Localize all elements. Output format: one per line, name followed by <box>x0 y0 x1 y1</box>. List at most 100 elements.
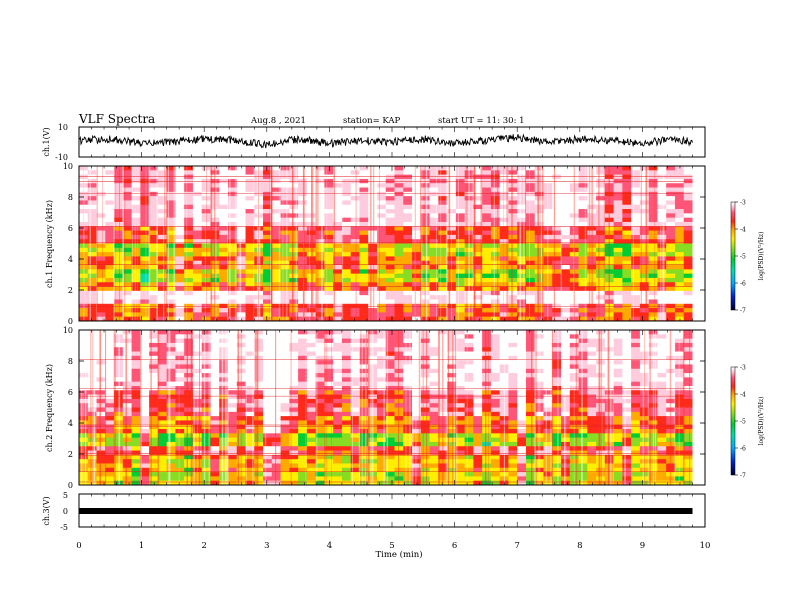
spectrogram-cell <box>403 191 413 197</box>
spectrogram-cell <box>289 277 299 283</box>
spectrogram-cell <box>184 290 194 296</box>
spectrogram-cell <box>587 342 597 348</box>
spectrogram-cell <box>464 299 474 305</box>
spectrogram-cell <box>105 221 115 227</box>
spectrogram-cell <box>192 286 203 292</box>
spectrogram-cell <box>341 381 352 387</box>
spectrogram-cell <box>578 394 588 400</box>
spectrogram-cell <box>149 398 159 404</box>
spectrogram-cell <box>376 368 387 374</box>
spectrogram-cell <box>333 360 343 365</box>
spectrogram-cell <box>508 308 518 313</box>
spectrogram-cell <box>420 196 430 201</box>
spectrogram-cell <box>648 269 658 275</box>
spectrogram-cell <box>394 273 404 279</box>
spectrogram-cell <box>254 213 264 219</box>
spectrogram-cell <box>376 385 387 391</box>
spectrogram-cell <box>464 437 474 443</box>
spectrogram-cell <box>245 330 255 335</box>
spectrogram-cell <box>455 239 466 244</box>
spectrogram-cell <box>122 273 132 279</box>
spectrogram-cell <box>455 355 466 361</box>
spectrogram-cell <box>184 394 194 400</box>
spectrogram-cell <box>87 411 97 417</box>
spectrogram-cell <box>350 424 360 430</box>
spectrogram-cell <box>455 269 466 275</box>
spectrogram-cell <box>587 166 597 171</box>
spectrogram-cell <box>604 299 614 305</box>
spectrogram-cell <box>403 221 413 227</box>
spectrogram-cell <box>368 429 378 434</box>
spectrogram-cell <box>604 373 614 378</box>
spectrogram-streak <box>122 166 124 321</box>
spectrogram-cell <box>236 398 246 404</box>
spectrogram-cell <box>315 200 325 206</box>
spectrogram-cell <box>657 407 667 413</box>
spectrogram-cell <box>315 360 325 365</box>
spectrogram-cell <box>219 338 229 344</box>
spectrogram-cell <box>639 243 650 249</box>
spectrogram-cell <box>131 209 141 214</box>
spectrogram-cell <box>438 437 448 443</box>
spectrogram-cell <box>525 174 536 180</box>
spectrogram-cell <box>131 213 141 219</box>
spectrogram-cell <box>666 260 676 266</box>
spectrogram-cell <box>359 166 369 171</box>
spectrogram-cell <box>639 273 650 279</box>
spectrogram-cell <box>87 290 97 296</box>
spectrogram-cell <box>587 347 597 352</box>
spectrogram-cell <box>140 394 150 400</box>
spectrogram-cell <box>464 252 474 257</box>
spectrogram-cell <box>657 239 667 244</box>
spectrogram-cell <box>657 213 667 219</box>
spectrogram-cell <box>561 347 571 352</box>
spectrogram-cell <box>149 334 159 340</box>
spectrogram-cell <box>403 312 413 318</box>
spectrogram-cell <box>578 265 588 270</box>
spectrogram-cell <box>184 209 194 214</box>
spectrogram-cell <box>666 403 676 408</box>
spectrogram-cell <box>359 381 369 387</box>
spectrogram-cell <box>508 437 518 443</box>
spectrogram-cell <box>131 230 141 236</box>
spectrogram-cell <box>184 368 194 374</box>
spectrogram-cell <box>631 234 641 240</box>
spectrogram-cell <box>622 330 632 335</box>
spectrogram-cell <box>140 209 150 214</box>
spectrogram-cell <box>184 221 194 227</box>
spectrogram-cell <box>376 174 387 180</box>
spectrogram-cell <box>385 347 395 352</box>
spectrogram-cell <box>561 450 571 456</box>
spectrogram-cell <box>385 334 395 340</box>
spectrogram-cell <box>271 170 281 176</box>
spectrogram-cell <box>613 196 623 201</box>
spectrogram-cell <box>254 454 264 460</box>
spectrogram-cell <box>333 196 343 201</box>
spectrogram-streak <box>471 166 474 321</box>
spectrogram-cell <box>639 411 650 417</box>
spectrogram-cell <box>666 204 676 210</box>
spectrogram-cell <box>79 446 89 451</box>
spectrogram-cell <box>341 187 352 193</box>
spectrogram-cell <box>184 403 194 408</box>
spectrogram-cell <box>219 441 229 447</box>
spectrogram-cell <box>166 252 176 257</box>
spectrogram-cell <box>490 403 501 408</box>
spectrogram-cell <box>245 299 255 305</box>
spectrogram-cell <box>227 260 238 266</box>
spectrogram-cell <box>639 312 650 318</box>
spectrogram-cell <box>184 273 194 279</box>
spectrogram-cell <box>543 308 553 313</box>
spectrogram-cell <box>210 394 220 400</box>
spectrogram-cell <box>447 334 457 340</box>
spectrogram-cell <box>324 377 334 383</box>
spectrogram-cell <box>236 217 246 223</box>
spectrogram-cell <box>394 200 404 206</box>
spectrogram-streak <box>538 166 540 321</box>
spectrogram-cell <box>280 416 290 421</box>
spectrogram-cell <box>254 364 264 370</box>
spectrogram-cell <box>666 407 676 413</box>
spectrogram-cell <box>622 260 632 266</box>
spectrogram-cell <box>192 338 203 344</box>
spectrogram-cell <box>184 407 194 413</box>
